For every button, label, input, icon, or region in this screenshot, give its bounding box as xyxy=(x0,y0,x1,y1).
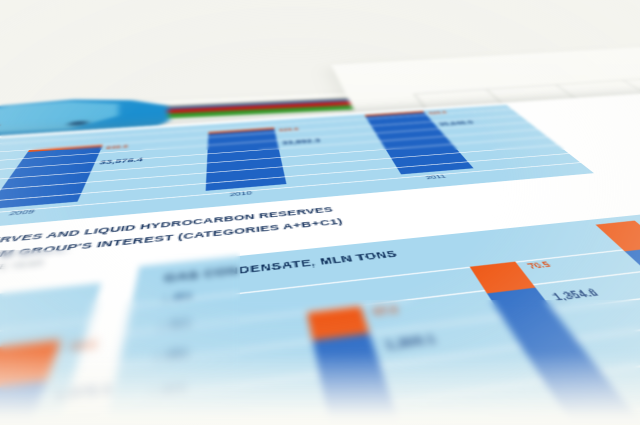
column-blue-value: 1,306.1 xyxy=(382,332,439,353)
oil-chart-plot xyxy=(0,283,101,349)
bar-year-label: 2011 xyxy=(424,173,448,181)
reserves-bar xyxy=(205,127,287,191)
column-orange-value: 70.5 xyxy=(526,261,554,271)
bar-increment-label: 646.6 xyxy=(105,144,129,151)
y-axis-tick-label: 1,400 xyxy=(156,318,192,333)
column-segment-orange xyxy=(595,220,640,252)
reserves-bar xyxy=(364,111,474,175)
y-axis-tick-label: 1,450 xyxy=(160,292,193,305)
column-segment-orange xyxy=(469,261,536,294)
bar-year-label: 2010 xyxy=(229,189,253,198)
column-orange-value: 57.9 xyxy=(372,305,400,318)
column-segment-orange xyxy=(307,306,370,341)
table-surface xyxy=(0,352,640,425)
grid-line xyxy=(0,129,539,178)
bar-year-label: 2009 xyxy=(7,207,37,217)
bar-value-label: 35,646.0 xyxy=(437,120,476,127)
reserves-bar xyxy=(0,144,103,210)
grid-line xyxy=(0,136,549,189)
bar-value-label: 33,892.3 xyxy=(281,138,322,146)
bar-increment-label: 626.6 xyxy=(278,126,300,133)
bar-top-increment xyxy=(208,127,275,134)
grid-line xyxy=(124,255,640,335)
bar-value-label: 33,578.4 xyxy=(98,156,144,166)
column-blue-value: 1,354.6 xyxy=(549,287,602,304)
bar-top-increment xyxy=(27,144,103,153)
